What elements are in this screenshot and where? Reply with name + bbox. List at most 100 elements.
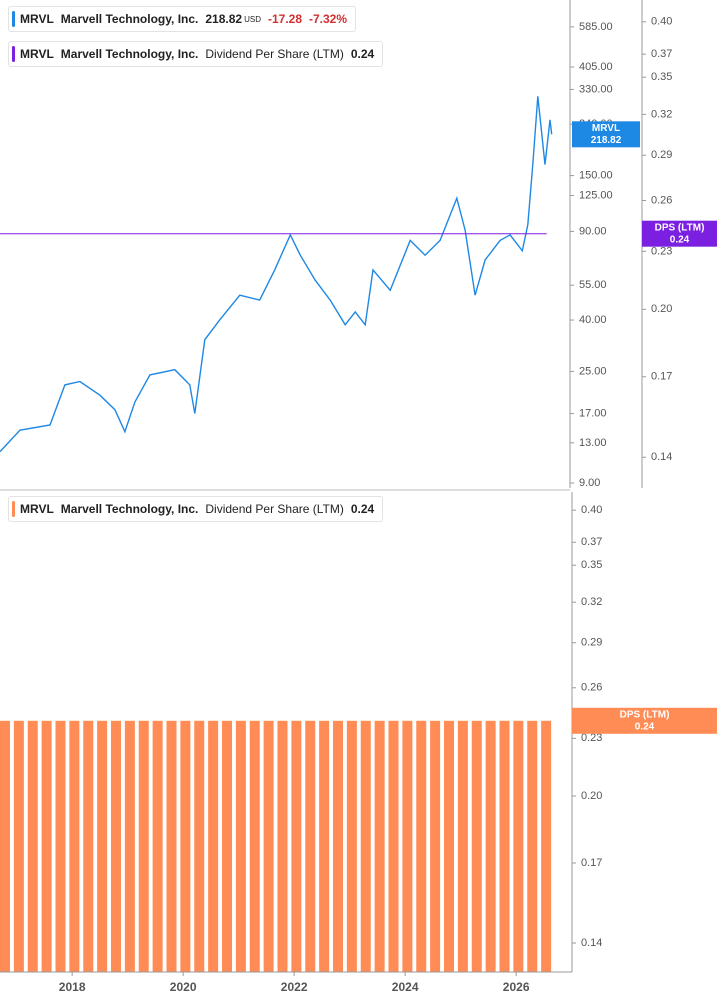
bar: [27, 720, 38, 972]
bar: [430, 720, 441, 972]
bar: [457, 720, 468, 972]
bar: [277, 720, 288, 972]
legend-value: 0.24: [350, 502, 375, 516]
badge-label: MRVL: [592, 123, 620, 134]
bar: [402, 720, 413, 972]
y-tick-label: 0.35: [581, 559, 602, 571]
bar: [485, 720, 496, 972]
y-tick-label: 0.37: [651, 48, 672, 60]
bar: [69, 720, 80, 972]
y-tick-label: 40.00: [579, 314, 607, 326]
legend-change-pct: -7.32%: [309, 12, 348, 26]
y-tick-label: 0.40: [651, 16, 672, 28]
y-tick-label: 0.23: [651, 245, 672, 257]
y-tick-label: 90.00: [579, 225, 607, 237]
dps-badge: DPS (LTM)0.24: [572, 707, 717, 734]
x-tick-label: 2022: [281, 980, 308, 994]
legend-symbol: MRVL: [20, 502, 54, 516]
y-tick-label: 0.26: [581, 682, 602, 694]
bar: [97, 720, 108, 972]
y-tick-label: 17.00: [579, 407, 607, 419]
badge-value: 218.82: [591, 135, 622, 146]
badge-box: [572, 707, 717, 734]
bar: [180, 720, 191, 972]
badge-box: [572, 121, 640, 148]
legend-company: Marvell Technology, Inc.: [60, 502, 199, 516]
x-tick-label: 2018: [59, 980, 86, 994]
legend-metric: Dividend Per Share (LTM): [205, 47, 344, 61]
y-tick-label: 0.29: [581, 637, 602, 649]
bar: [513, 720, 524, 972]
legend-price: MRVL Marvell Technology, Inc. 218.82 USD…: [8, 6, 357, 32]
bar: [138, 720, 149, 972]
bar: [235, 720, 246, 972]
bar: [249, 720, 260, 972]
bar: [499, 720, 510, 972]
bar: [0, 720, 10, 972]
legend-symbol: MRVL: [20, 47, 54, 61]
bar: [222, 720, 233, 972]
x-tick-label: 2026: [503, 980, 530, 994]
bar: [388, 720, 399, 972]
y-tick-label: 0.17: [651, 371, 672, 383]
bar: [41, 720, 52, 972]
y-tick-label: 13.00: [579, 437, 607, 449]
badge-value: 0.24: [670, 234, 690, 245]
y-tick-label: 0.23: [581, 732, 602, 744]
bar: [360, 720, 371, 972]
legend-company: Marvell Technology, Inc.: [60, 47, 199, 61]
bar: [346, 720, 357, 972]
legend-value: 0.24: [350, 47, 375, 61]
bar: [374, 720, 385, 972]
y-tick-label: 0.14: [581, 937, 602, 949]
y-tick-label: 330.00: [579, 83, 613, 95]
x-tick-label: 2020: [170, 980, 197, 994]
bar: [13, 720, 24, 972]
y-tick-label: 585.00: [579, 21, 613, 33]
y-tick-label: 0.29: [651, 149, 672, 161]
bar: [471, 720, 482, 972]
bar: [416, 720, 427, 972]
bar: [124, 720, 135, 972]
y-tick-label: 150.00: [579, 169, 613, 181]
dps-badge: DPS (LTM)0.24: [642, 220, 717, 247]
y-tick-label: 0.37: [581, 536, 602, 548]
bar: [541, 720, 552, 972]
y-tick-label: 0.14: [651, 451, 672, 463]
y-tick-label: 25.00: [579, 365, 607, 377]
bar: [444, 720, 455, 972]
y-tick-label: 0.32: [581, 596, 602, 608]
bar: [305, 720, 316, 972]
y-tick-label: 405.00: [579, 61, 613, 73]
bar: [166, 720, 177, 972]
y-tick-label: 0.32: [651, 108, 672, 120]
legend-price-value: 218.82: [205, 12, 243, 26]
bar: [333, 720, 344, 972]
bar: [291, 720, 302, 972]
bar: [527, 720, 538, 972]
y-tick-label: 0.40: [581, 504, 602, 516]
bar: [194, 720, 205, 972]
legend-dps: MRVL Marvell Technology, Inc. Dividend P…: [8, 41, 384, 67]
bar: [263, 720, 274, 972]
bar: [319, 720, 330, 972]
y-tick-label: 0.26: [651, 194, 672, 206]
legend-company: Marvell Technology, Inc.: [60, 12, 199, 26]
legend-metric: Dividend Per Share (LTM): [205, 502, 344, 516]
y-tick-label: 125.00: [579, 189, 613, 201]
badge-value: 0.24: [635, 721, 655, 732]
y-tick-label: 0.20: [581, 790, 602, 802]
bar: [208, 720, 219, 972]
bar: [152, 720, 163, 972]
x-tick-label: 2024: [392, 980, 419, 994]
price-line: [0, 96, 553, 453]
legend-currency: USD: [244, 14, 261, 24]
y-tick-label: 9.00: [579, 477, 600, 489]
y-tick-label: 55.00: [579, 279, 607, 291]
legend-change: -17.28: [267, 12, 302, 26]
y-tick-label: 0.35: [651, 71, 672, 83]
bar: [110, 720, 121, 972]
